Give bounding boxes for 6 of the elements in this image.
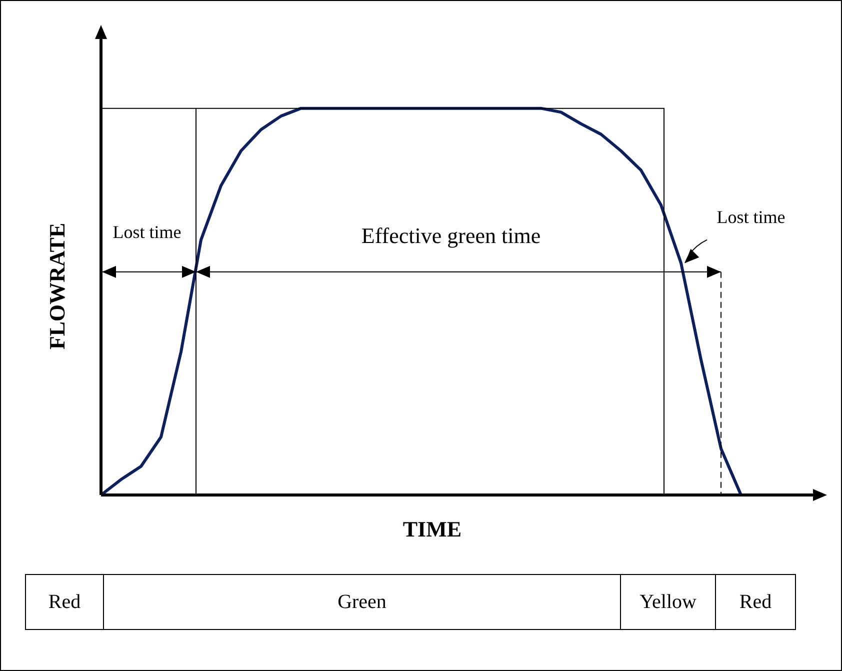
x-axis-title: TIME [402, 516, 462, 542]
annotation: Lost time [112, 222, 182, 242]
annotation: Effective green time [361, 222, 541, 248]
y-axis-title: FLOWRATE [44, 222, 70, 350]
annotation: Lost time [716, 206, 786, 227]
signal-phase-strip: Red Green Yellow Red [25, 574, 796, 630]
